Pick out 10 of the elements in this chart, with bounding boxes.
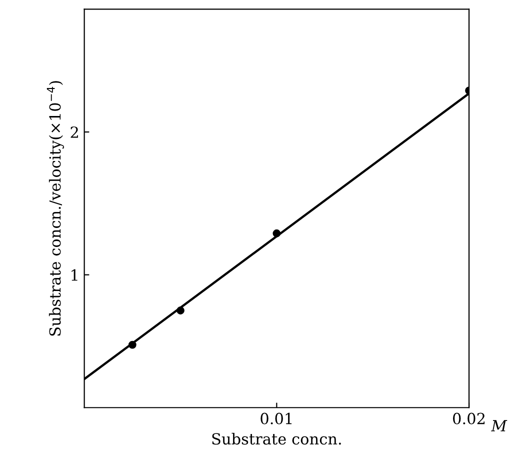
y-axis-title: Substrate concn./velocity(×10$^{−4}$) bbox=[46, 81, 64, 336]
x-tick-label: 0.02 bbox=[453, 412, 485, 424]
x-axis-title: Substrate concn. bbox=[212, 432, 341, 445]
point bbox=[128, 340, 136, 349]
text: M bbox=[491, 420, 508, 432]
point bbox=[272, 229, 281, 238]
x-tick-label: 0.01 bbox=[260, 412, 292, 424]
point bbox=[176, 306, 184, 314]
y-tick-label: 2 bbox=[70, 126, 78, 138]
y-tick-label: 1 bbox=[72, 269, 78, 281]
